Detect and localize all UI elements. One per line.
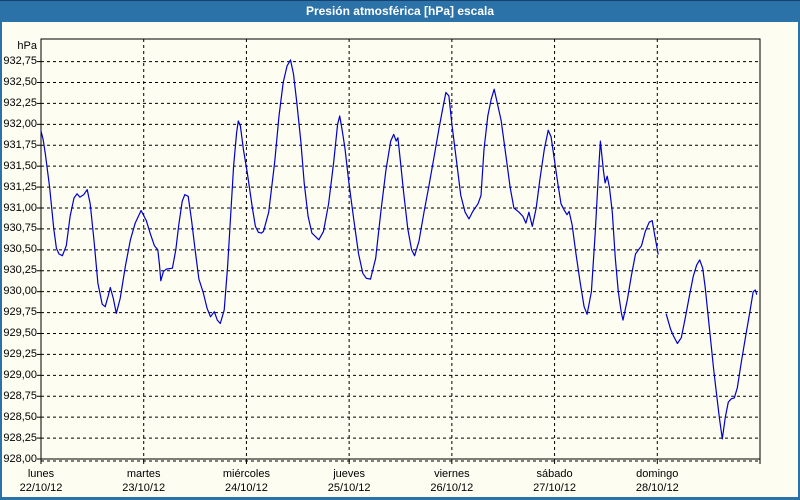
x-day-label: martes (126, 468, 161, 480)
y-tick-label: 929,75 (3, 306, 37, 319)
y-axis-unit-label: hPa (17, 40, 37, 52)
y-tick-label: 932,50 (3, 76, 37, 88)
x-date-label: 27/10/12 (533, 482, 576, 494)
y-tick-label: 931,25 (3, 180, 37, 193)
y-tick-label: 932,75 (3, 55, 37, 68)
y-tick-label: 932,00 (3, 117, 37, 130)
x-day-label: jueves (333, 468, 366, 480)
x-date-label: 28/10/12 (635, 482, 679, 494)
x-day-label: miércoles (222, 468, 270, 480)
chart-title: Presión atmosférica [hPa] escala (305, 4, 495, 18)
y-tick-label: 929,00 (3, 368, 37, 381)
y-tick-label: 928,00 (3, 452, 37, 465)
y-tick-label: 931,75 (3, 138, 37, 151)
y-tick-label: 930,75 (3, 222, 37, 235)
x-date-label: 26/10/12 (430, 482, 474, 494)
y-tick-label: 931,50 (3, 159, 37, 172)
y-tick-label: 929,25 (3, 347, 37, 360)
y-tick-label: 930,50 (3, 243, 37, 256)
x-day-label: viernes (434, 468, 470, 480)
y-tick-label: 928,50 (3, 410, 37, 423)
plot-border (40, 38, 761, 460)
pressure-series-line (40, 59, 758, 440)
x-day-label: domingo (636, 468, 679, 480)
x-date-label: 25/10/12 (327, 482, 371, 494)
y-tick-label: 928,75 (3, 389, 37, 402)
y-tick-label: 929,50 (3, 327, 37, 339)
y-tick-label: 932,25 (3, 96, 37, 109)
y-tick-label: 930,25 (3, 264, 37, 277)
title-bar: Presión atmosférica [hPa] escala (0, 0, 800, 22)
x-date-label: 24/10/12 (225, 482, 268, 494)
x-date-label: 23/10/12 (122, 482, 166, 494)
y-tick-label: 931,00 (3, 201, 37, 214)
x-date-label: 22/10/12 (19, 482, 63, 494)
y-tick-label: 930,00 (3, 285, 37, 298)
x-day-label: sábado (536, 468, 573, 480)
y-tick-label: 928,25 (3, 431, 37, 444)
x-day-label: lunes (27, 468, 55, 480)
